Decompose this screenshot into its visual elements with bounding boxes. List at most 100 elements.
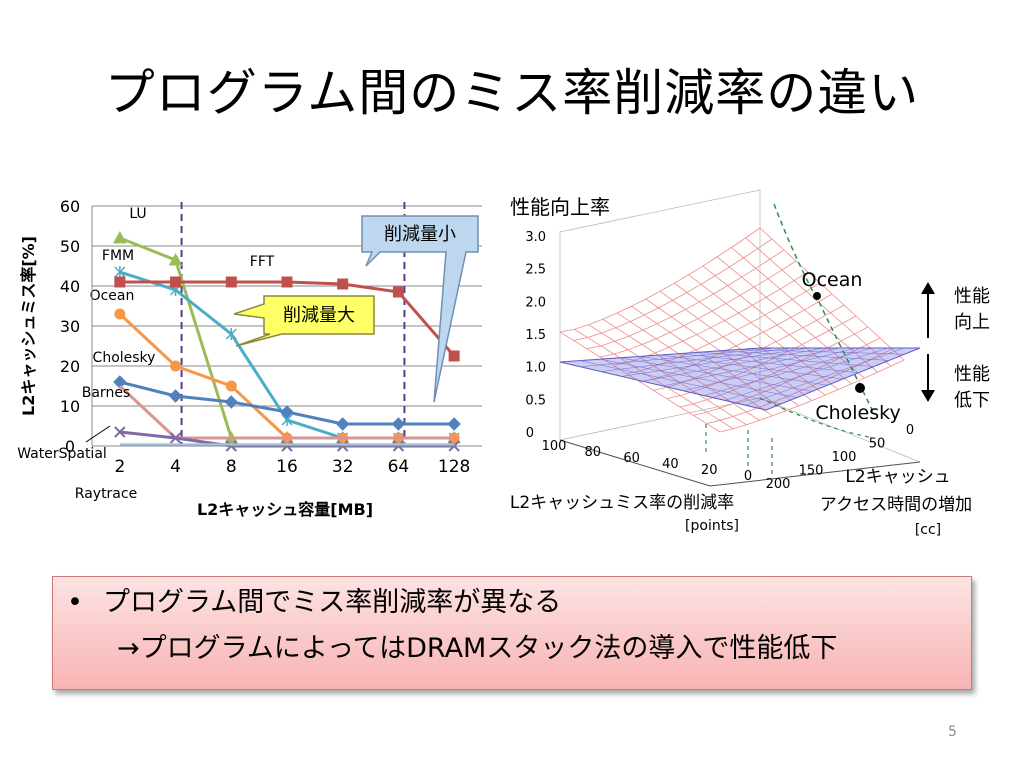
x-tick-label: 80 <box>585 445 602 460</box>
x-tick-label: 64 <box>388 457 410 477</box>
y-tick-label: 20 <box>60 357 80 376</box>
data-point <box>168 252 183 266</box>
y-tick-label: 100 <box>832 450 857 465</box>
x-tick-label: 40 <box>662 457 679 472</box>
surface-mesh-line <box>759 227 905 361</box>
surface-mesh-line <box>659 290 813 401</box>
x-tick-label: 20 <box>701 463 718 478</box>
summary-bullet: • プログラム間でミス率削減率が異なる <box>67 583 561 623</box>
plane-grid-line <box>662 347 841 387</box>
performance-surface <box>559 227 905 433</box>
data-point <box>169 432 182 444</box>
series-label-fft: FFT <box>250 254 275 270</box>
y-tick-label: 0 <box>65 437 75 456</box>
down-label-line2: 低下 <box>954 390 990 411</box>
z-tick-labels: 0 0.5 1.0 1.5 2.0 2.5 3.0 <box>525 230 546 441</box>
plane-grid-line <box>739 349 905 355</box>
data-point <box>336 417 350 431</box>
data-point <box>114 426 126 438</box>
y-tick-label: 50 <box>60 237 80 256</box>
baseline-plane-grid <box>579 347 905 406</box>
y-tick-label: 0 <box>906 423 914 438</box>
plane-grid-line <box>719 350 890 361</box>
series-fft <box>114 276 460 362</box>
plane-grid-line <box>745 347 905 406</box>
slide-title: プログラム間のミス率削減率の違い <box>104 64 920 122</box>
summary-bullet-text: プログラム間でミス率削減率が異なる <box>103 587 562 618</box>
back-wall-left <box>559 189 761 441</box>
x-tick-label: 2 <box>114 457 125 477</box>
y-tick-label: 50 <box>869 437 886 452</box>
summary-box: • プログラム間でミス率削減率が異なる →プログラムによってはDRAMスタック法の… <box>52 576 972 690</box>
x-tick-label: 4 <box>170 457 181 477</box>
x-axis-title: L2キャッシュ容量[MB] <box>197 500 373 519</box>
surface-mesh-line <box>616 312 773 417</box>
x-tick-labels: 2 4 8 16 32 64 128 <box>114 457 470 477</box>
waterspatial-pointer <box>85 425 111 443</box>
page-number: 5 <box>948 724 957 740</box>
y-tick-labels: 0 10 20 30 40 50 60 <box>60 197 80 456</box>
x-tick-label: 32 <box>332 457 354 477</box>
down-arrow-head <box>921 390 935 402</box>
surface-mesh-line <box>559 331 721 433</box>
boundary-curve-top <box>773 203 875 415</box>
z-tick-label: 1.5 <box>525 328 546 343</box>
bullet-icon: • <box>67 587 83 618</box>
summary-sub-bullet: →プログラムによってはDRAMスタック法の導入で性能低下 <box>117 633 838 664</box>
series-label-cholesky: Cholesky <box>93 350 156 366</box>
x-tick-label: 8 <box>226 457 237 477</box>
up-arrow-head <box>921 282 935 294</box>
plane-grid-line <box>699 351 874 367</box>
data-point <box>392 286 404 298</box>
callout-large-reduction <box>233 295 375 347</box>
series-label-fmm: FMM <box>102 248 134 264</box>
series-label-barnes: Barnes <box>82 385 130 401</box>
x-axis-title: L2キャッシュミス率の削減率 <box>510 493 734 513</box>
series-label-raytrace: Raytrace <box>75 486 137 502</box>
data-point <box>113 230 127 244</box>
data-point <box>170 360 182 372</box>
up-label-line1: 性能 <box>954 286 990 307</box>
data-point <box>168 389 183 403</box>
ocean-point <box>813 292 821 300</box>
x-tick-label: 0 <box>744 469 752 484</box>
z-tick-label: 2.0 <box>525 295 546 310</box>
y-axis-title: L2キャッシュミス率[%] <box>19 236 38 416</box>
y-tick-label: 60 <box>60 197 80 216</box>
series-cholesky <box>113 375 461 431</box>
surface-mesh-line <box>702 265 852 385</box>
x-tick-label: 128 <box>438 457 470 477</box>
series-label-ocean: Ocean <box>90 288 135 304</box>
surface-mesh-line <box>731 247 878 373</box>
cholesky-point <box>855 383 865 393</box>
surface-mesh-line <box>602 318 760 421</box>
front-edge <box>709 461 921 487</box>
plane-grid-line <box>724 347 889 401</box>
x-tick-labels: 100 80 60 40 20 0 <box>542 439 753 484</box>
series-label-waterspatial: WaterSpatial <box>17 446 107 462</box>
data-point <box>224 395 238 409</box>
data-point <box>114 308 126 320</box>
data-point <box>225 380 237 392</box>
down-label-line1: 性能 <box>954 364 990 385</box>
y-axis-title-line2: アクセス時間の増加 <box>820 495 972 515</box>
series-label-lu: LU <box>129 206 146 222</box>
surface-mesh-line <box>688 274 839 390</box>
y-tick-label: 150 <box>799 464 824 479</box>
series-labels: LU FMM FFT Ocean Cholesky Barnes WaterSpatial R… <box>17 206 274 502</box>
y-axis-title-line1: L2キャッシュ <box>845 467 950 487</box>
y-tick-label: 30 <box>60 317 80 336</box>
z-tick-label: 3.0 <box>525 230 546 245</box>
x-axis-unit: [points] <box>685 518 739 534</box>
surface-mesh-line <box>588 324 747 426</box>
z-tick-label: 1.0 <box>525 361 546 376</box>
x-tick-label: 16 <box>276 457 298 477</box>
data-point <box>170 276 182 288</box>
callout-large-reduction-label: 削減量大 <box>283 305 355 326</box>
performance-surface-chart: 性能向上率 00.51.01.52.02.53.0 100 80 60 40 20 0 2… <box>510 189 990 538</box>
cholesky-label: Cholesky <box>815 402 900 424</box>
left-edge <box>559 439 711 487</box>
data-point <box>448 350 460 362</box>
boundary-curve-floor <box>705 424 773 474</box>
up-label-line2: 向上 <box>954 312 990 333</box>
